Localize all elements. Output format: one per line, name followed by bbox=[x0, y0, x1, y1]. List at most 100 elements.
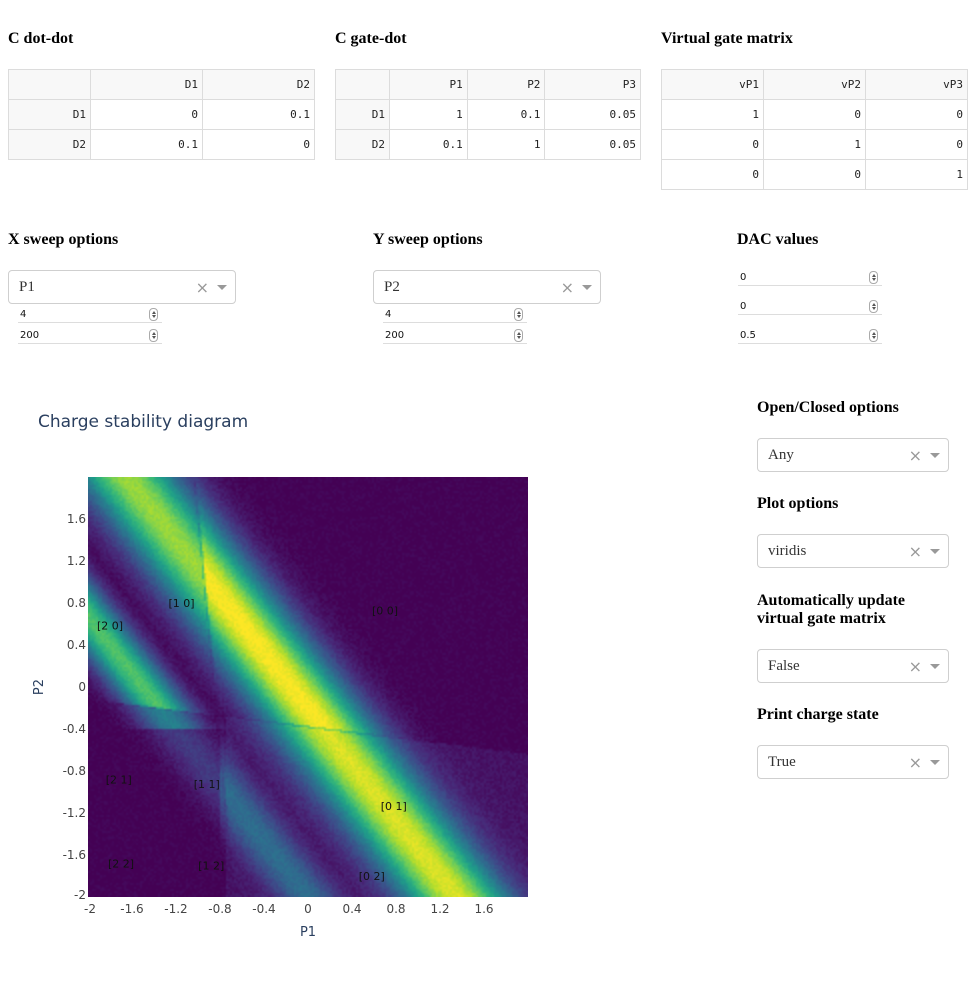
virtual-gate-matrix-table: vP1 vP2 vP3 1 0 0 0 1 0 0 0 1 bbox=[661, 69, 968, 190]
clear-x-icon[interactable]: × bbox=[195, 278, 209, 297]
charge-state-label: [1 2] bbox=[198, 860, 224, 873]
clear-x-icon[interactable]: × bbox=[908, 657, 922, 676]
y-sweep-resolution-input[interactable]: 200 bbox=[383, 329, 527, 344]
table-cell[interactable]: 0.05 bbox=[544, 99, 641, 130]
table-header-cell: D1 bbox=[90, 69, 203, 100]
table-row: 0 0 1 bbox=[661, 159, 968, 190]
x-tick-label: 1.2 bbox=[430, 902, 449, 916]
table-cell[interactable]: 0.1 bbox=[202, 99, 315, 130]
y-sweep-gate-dropdown[interactable]: P2 × bbox=[373, 270, 601, 304]
x-sweep-title: X sweep options bbox=[8, 231, 119, 248]
input-value: 0 bbox=[740, 301, 747, 312]
row-header-cell: D1 bbox=[8, 99, 91, 130]
plot-options-dropdown[interactable]: viridis × bbox=[757, 534, 949, 568]
table-row: D1 0 0.1 bbox=[8, 99, 315, 130]
table-cell[interactable]: 0.1 bbox=[466, 99, 546, 130]
x-tick-label: -1.2 bbox=[164, 902, 187, 916]
clear-x-icon[interactable]: × bbox=[560, 278, 574, 297]
print-charge-state-title: Print charge state bbox=[757, 706, 879, 723]
input-value: 200 bbox=[385, 330, 405, 341]
input-value: 200 bbox=[20, 330, 40, 341]
dac-value-input[interactable]: 0 bbox=[738, 271, 882, 286]
chevron-down-icon[interactable] bbox=[217, 285, 227, 290]
table-cell[interactable]: 0 bbox=[865, 99, 968, 130]
x-sweep-range-input[interactable]: 4 bbox=[18, 308, 162, 323]
x-axis-ticks: -2 -1.6 -1.2 -0.8 -0.4 0 0.4 0.8 1.2 1.6 bbox=[84, 902, 494, 916]
charge-state-label: [2 1] bbox=[106, 774, 132, 787]
table-cell[interactable]: 0.05 bbox=[544, 129, 641, 160]
open-closed-title: Open/Closed options bbox=[757, 399, 899, 416]
y-tick-label: -1.6 bbox=[63, 848, 86, 862]
table-row: 0 1 0 bbox=[661, 129, 968, 160]
y-tick-label: -0.8 bbox=[63, 764, 86, 778]
charge-stability-chart[interactable]: Charge stability diagram -2 -1.6 -1.2 -0.8-… bbox=[0, 390, 560, 950]
table-cell[interactable]: 0 bbox=[763, 99, 866, 130]
y-sweep-range-input[interactable]: 4 bbox=[383, 308, 527, 323]
spinner-icon[interactable] bbox=[514, 329, 523, 342]
print-charge-state-dropdown[interactable]: True × bbox=[757, 745, 949, 779]
table-header-cell bbox=[335, 69, 390, 100]
y-sweep-title: Y sweep options bbox=[373, 231, 483, 248]
chevron-down-icon[interactable] bbox=[930, 453, 940, 458]
y-tick-label: -2 bbox=[74, 888, 86, 902]
spinner-icon[interactable] bbox=[149, 308, 158, 321]
table-cell[interactable]: 0 bbox=[90, 99, 203, 130]
table-header-cell: D2 bbox=[202, 69, 315, 100]
input-value: 0 bbox=[740, 272, 747, 283]
dropdown-value: False bbox=[768, 658, 800, 674]
y-tick-label: 0.8 bbox=[67, 596, 86, 610]
table-cell[interactable]: 0.1 bbox=[90, 129, 203, 160]
x-sweep-gate-dropdown[interactable]: P1 × bbox=[8, 270, 236, 304]
table-cell[interactable]: 1 bbox=[763, 129, 866, 160]
chevron-down-icon[interactable] bbox=[930, 664, 940, 669]
y-tick-label: 0.4 bbox=[67, 638, 86, 652]
chevron-down-icon[interactable] bbox=[930, 549, 940, 554]
y-tick-label: -1.2 bbox=[63, 806, 86, 820]
heatmap[interactable] bbox=[88, 477, 528, 897]
table-cell[interactable]: 0 bbox=[202, 129, 315, 160]
table-cell[interactable]: 0 bbox=[865, 129, 968, 160]
table-row: 1 0 0 bbox=[661, 99, 968, 130]
auto-update-dropdown[interactable]: False × bbox=[757, 649, 949, 683]
c-gate-dot-title: C gate-dot bbox=[335, 30, 407, 47]
dac-values-title: DAC values bbox=[737, 231, 819, 248]
y-tick-label: 0 bbox=[78, 680, 86, 694]
table-header-cell: P3 bbox=[544, 69, 641, 100]
spinner-icon[interactable] bbox=[869, 300, 878, 313]
charge-state-label: [0 1] bbox=[381, 800, 407, 813]
plot-options-title: Plot options bbox=[757, 495, 839, 512]
y-axis-ticks: -2 -1.6 -1.2 -0.8 -0.4 0 0.4 0.8 1.2 1.6 bbox=[63, 512, 86, 902]
clear-x-icon[interactable]: × bbox=[908, 753, 922, 772]
open-closed-dropdown[interactable]: Any × bbox=[757, 438, 949, 472]
dac-value-input[interactable]: 0.5 bbox=[738, 329, 882, 344]
table-cell[interactable]: 1 bbox=[389, 99, 468, 130]
auto-update-title: Automatically update virtual gate matrix bbox=[757, 592, 905, 628]
input-value: 4 bbox=[20, 309, 27, 320]
charge-state-label: [1 1] bbox=[194, 778, 220, 791]
table-cell[interactable]: 1 bbox=[865, 159, 968, 190]
table-header-cell bbox=[8, 69, 91, 100]
clear-x-icon[interactable]: × bbox=[908, 542, 922, 561]
charge-state-labels: [2 0] [1 0] [0 0] [2 1] [1 1] [0 1] [2 2] [1 2]… bbox=[97, 597, 407, 883]
table-cell[interactable]: 0 bbox=[661, 129, 764, 160]
chevron-down-icon[interactable] bbox=[930, 760, 940, 765]
spinner-icon[interactable] bbox=[149, 329, 158, 342]
table-cell[interactable]: 0 bbox=[763, 159, 866, 190]
spinner-icon[interactable] bbox=[869, 329, 878, 342]
chevron-down-icon[interactable] bbox=[582, 285, 592, 290]
c-dot-dot-table: D1 D2 D1 0 0.1 D2 0.1 0 bbox=[8, 69, 315, 160]
y-tick-label: 1.2 bbox=[67, 554, 86, 568]
table-header-cell: P1 bbox=[389, 69, 468, 100]
spinner-icon[interactable] bbox=[514, 308, 523, 321]
table-cell[interactable]: 0.1 bbox=[389, 129, 468, 160]
table-cell[interactable]: 0 bbox=[661, 159, 764, 190]
table-cell[interactable]: 1 bbox=[466, 129, 546, 160]
x-sweep-resolution-input[interactable]: 200 bbox=[18, 329, 162, 344]
spinner-icon[interactable] bbox=[869, 271, 878, 284]
x-tick-label: -2 bbox=[84, 902, 96, 916]
dac-value-input[interactable]: 0 bbox=[738, 300, 882, 315]
table-cell[interactable]: 1 bbox=[661, 99, 764, 130]
clear-x-icon[interactable]: × bbox=[908, 446, 922, 465]
c-gate-dot-table: P1 P2 P3 D1 1 0.1 0.05 D2 0.1 1 0.05 bbox=[335, 69, 641, 160]
dropdown-value: True bbox=[768, 754, 796, 770]
